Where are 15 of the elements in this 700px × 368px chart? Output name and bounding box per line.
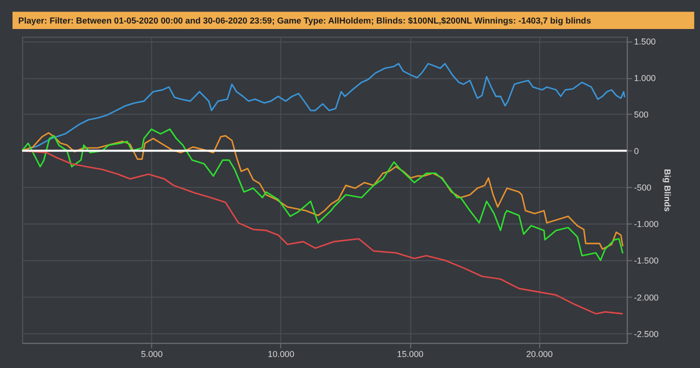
y-tick-label: 1.500 [634, 36, 656, 46]
x-tick-label: 10.000 [268, 348, 294, 359]
chart-title: Player: Filter: Between 01-05-2020 00:00 and 30-06-2020 23:59; Game Type: AllHoldem; Blinds: $100NL,$200NL Winnings: -1403,7 big blinds [18, 15, 592, 26]
y-axis-title: Big Blinds [662, 168, 672, 212]
y-tick-label: 500 [634, 110, 649, 120]
y-tick-label: -500 [634, 182, 652, 193]
x-tick-label: 20.000 [526, 348, 553, 359]
y-tick-label: -1.000 [634, 219, 659, 230]
y-tick-label: 0 [634, 146, 640, 156]
y-tick-label: -2.000 [634, 292, 659, 302]
y-tick-label: -1.500 [634, 256, 659, 266]
y-tick-label: -2.500 [634, 328, 659, 339]
y-tick-label: 1.000 [634, 73, 656, 84]
x-tick-label: 15.000 [397, 348, 424, 359]
x-tick-label: 5.000 [140, 348, 163, 359]
